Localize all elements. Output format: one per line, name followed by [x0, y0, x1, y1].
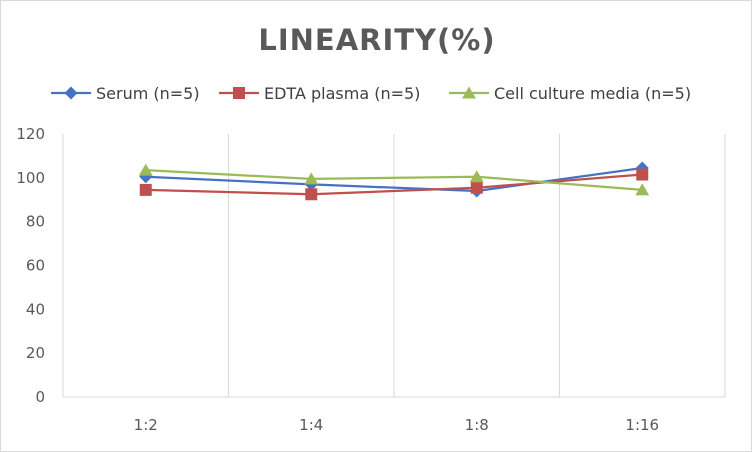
- y-tick-label: 120: [16, 125, 45, 143]
- y-tick-label: 60: [26, 257, 45, 275]
- legend-swatch-marker: [64, 86, 78, 100]
- grid: [62, 134, 726, 398]
- data-point: [138, 163, 153, 176]
- legend-item: Serum (n=5): [51, 84, 200, 103]
- y-tick-label: 80: [26, 213, 45, 231]
- y-tick-label: 40: [26, 300, 45, 318]
- y-axis-ticks: 0 20 40 60 80 100 120: [16, 125, 45, 406]
- series-line: [145, 173, 643, 196]
- legend-label: EDTA plasma (n=5): [264, 84, 420, 103]
- legend: Serum (n=5) EDTA plasma (n=5) Cell culture…: [51, 84, 691, 103]
- series-line: [145, 169, 643, 192]
- legend-label: Serum (n=5): [96, 84, 200, 103]
- series-layer: [138, 161, 650, 201]
- legend-item: Cell culture media (n=5): [449, 84, 691, 103]
- data-point: [636, 168, 649, 181]
- legend-swatch-marker: [462, 86, 476, 99]
- legend-swatch-marker: [233, 87, 245, 99]
- series-1: [139, 168, 649, 201]
- data-point: [304, 172, 319, 185]
- legend-label: Cell culture media (n=5): [494, 84, 691, 103]
- chart-title: LINEARITY(%): [258, 23, 495, 57]
- data-point: [139, 183, 152, 196]
- x-tick-label: 1:8: [465, 416, 489, 434]
- y-tick-label: 100: [16, 169, 45, 187]
- x-tick-label: 1:16: [625, 416, 659, 434]
- y-tick-label: 20: [26, 344, 45, 362]
- x-axis-ticks: 1:2 1:4 1:8 1:16: [134, 416, 659, 434]
- legend-item: EDTA plasma (n=5): [219, 84, 420, 103]
- data-point: [635, 183, 650, 196]
- y-tick-label: 0: [35, 388, 45, 406]
- data-point: [470, 181, 483, 194]
- data-point: [469, 170, 484, 183]
- x-tick-label: 1:4: [299, 416, 323, 434]
- x-tick-label: 1:2: [134, 416, 158, 434]
- series-line: [145, 166, 643, 193]
- series-2: [138, 163, 650, 196]
- data-point: [305, 188, 318, 201]
